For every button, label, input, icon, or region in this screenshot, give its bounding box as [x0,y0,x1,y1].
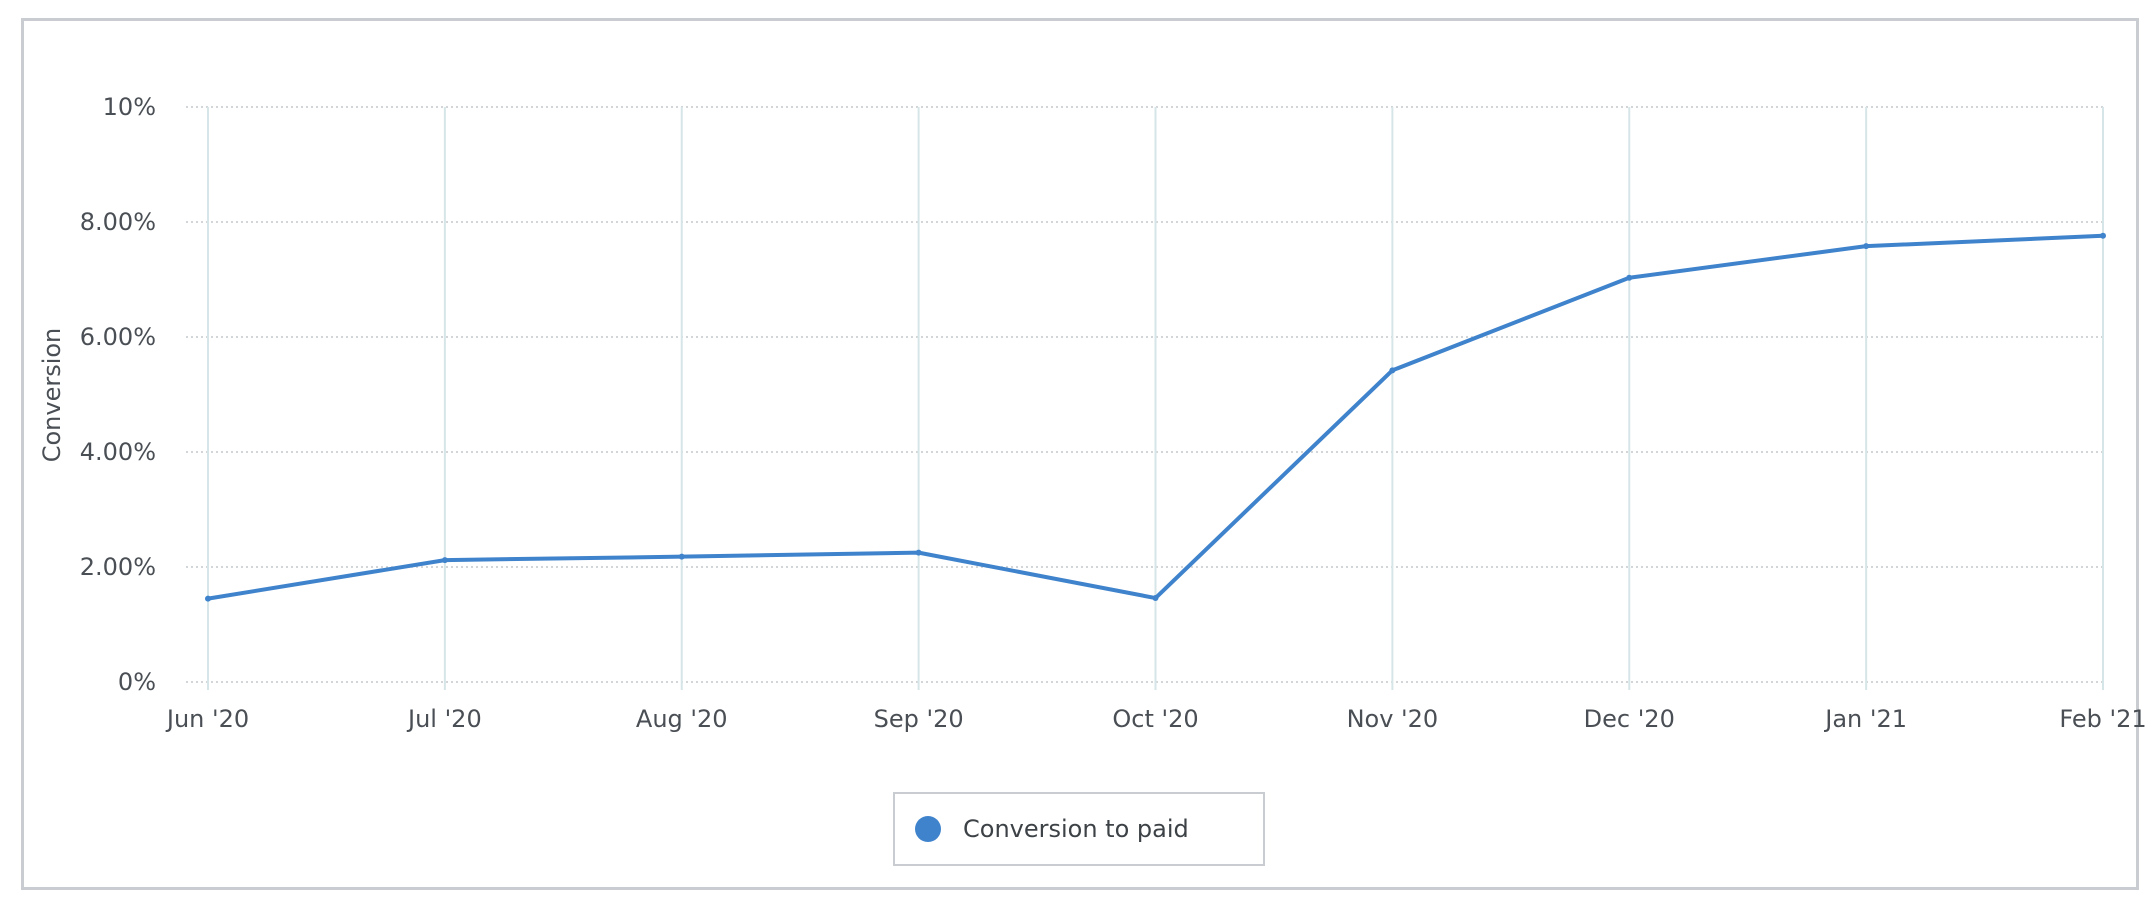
y-tick-label: 8.00% [80,208,156,236]
data-point[interactable] [1389,367,1396,374]
chart-frame [21,18,2139,890]
x-tick-label: Feb '21 [2059,705,2146,733]
x-tick-label: Jun '20 [165,705,249,733]
x-tick-label: Aug '20 [636,705,728,733]
x-tick-label: Sep '20 [874,705,964,733]
data-point[interactable] [915,549,922,556]
vertical-gridlines [207,107,2104,690]
y-axis-tick-labels: 0% 2.00% 4.00% 6.00% 8.00% 10% [80,93,156,696]
legend[interactable]: Conversion to paid [893,792,1265,866]
data-point[interactable] [441,557,448,564]
legend-label: Conversion to paid [963,815,1189,843]
data-point[interactable] [205,595,211,602]
y-tick-label: 10% [103,93,156,121]
data-point[interactable] [1626,274,1633,281]
x-tick-label: Jul '20 [406,705,482,733]
y-tick-label: 2.00% [80,553,156,581]
y-tick-label: 0% [118,668,156,696]
y-axis-title: Conversion [38,328,66,463]
series-lines [205,232,2106,602]
legend-swatch-icon [915,816,941,842]
x-tick-label: Oct '20 [1112,705,1198,733]
y-tick-label: 6.00% [80,323,156,351]
data-point[interactable] [1152,595,1159,602]
data-point[interactable] [2100,232,2106,239]
x-tick-label: Nov '20 [1347,705,1439,733]
x-tick-label: Jan '21 [1823,705,1907,733]
y-tick-label: 4.00% [80,438,156,466]
data-point[interactable] [678,553,685,560]
data-point[interactable] [1863,243,1870,250]
x-axis-tick-labels: Jun '20 Jul '20 Aug '20 Sep '20 Oct '20 Nov '… [165,705,2147,733]
x-tick-label: Dec '20 [1584,705,1675,733]
